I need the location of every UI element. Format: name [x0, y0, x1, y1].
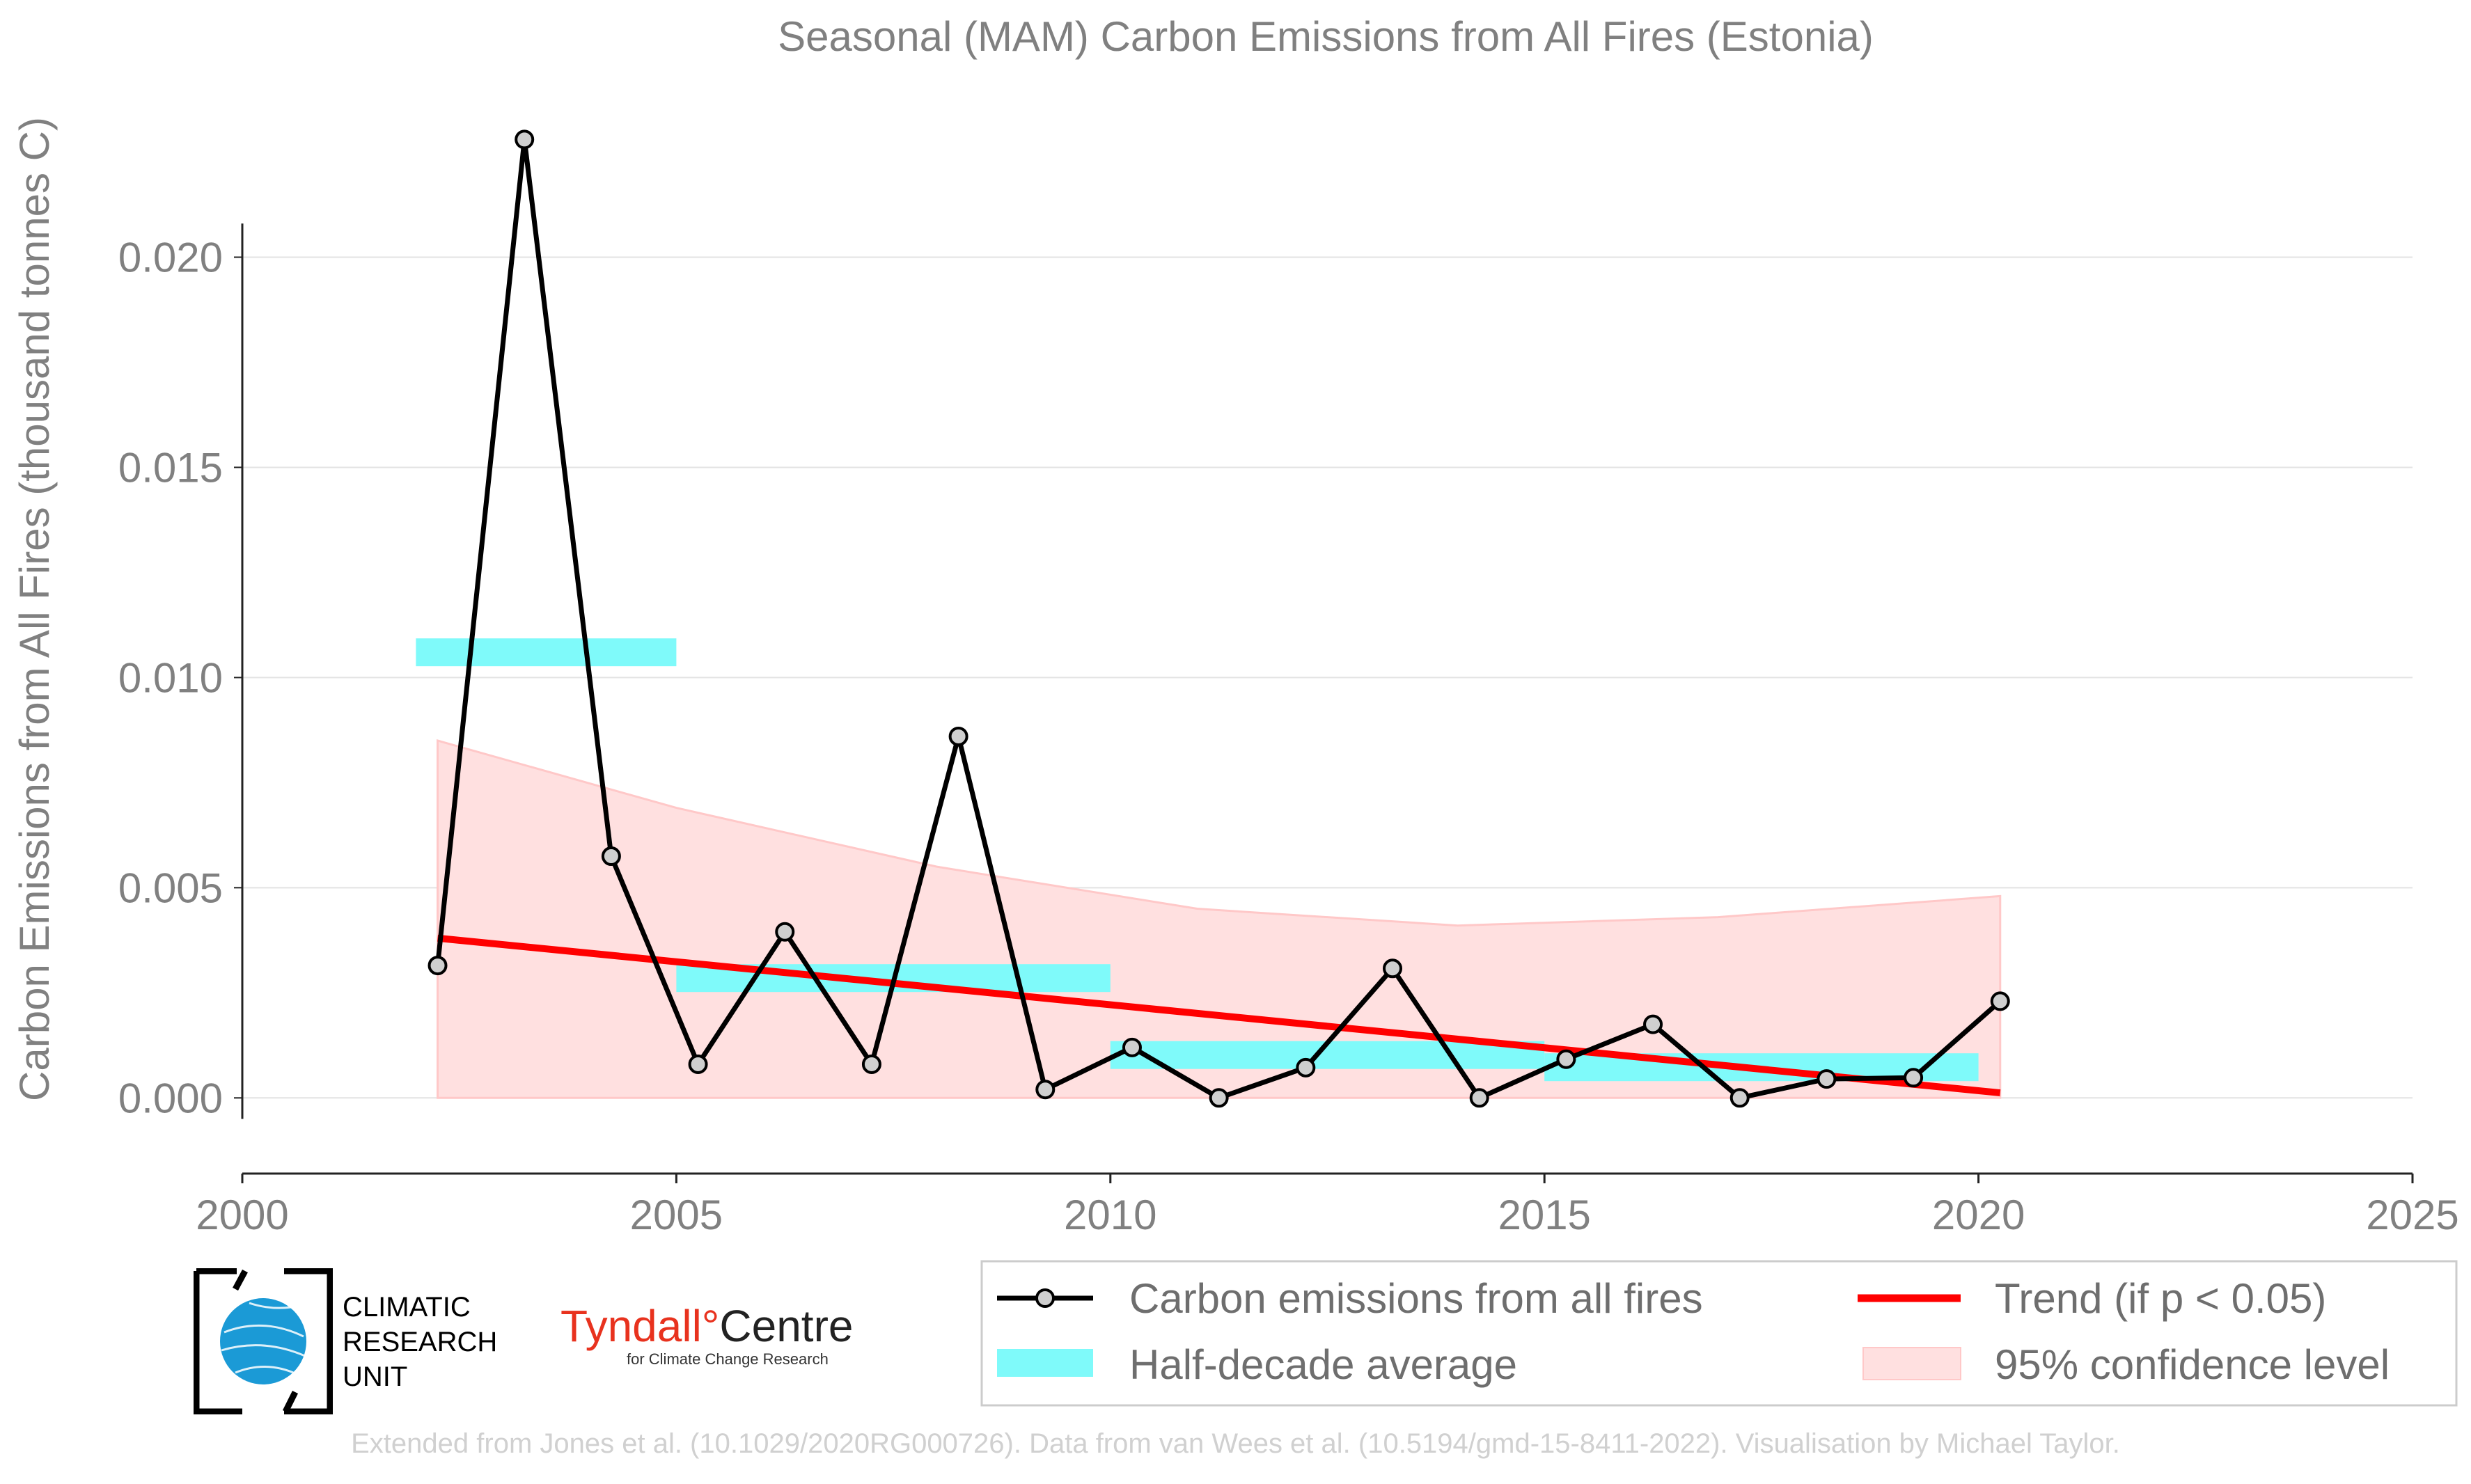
- tyndall-word: Tyndall: [560, 1301, 702, 1351]
- cru-logo-text: CLIMATIC RESEARCH UNIT: [343, 1290, 497, 1394]
- tyndall-logo: Tyndall°Centre for Climate Change Resear…: [560, 1302, 853, 1368]
- y-tick-label: 0.000: [118, 1075, 223, 1121]
- legend-confidence-swatch: [1862, 1347, 1961, 1380]
- emissions-point: [688, 1054, 708, 1074]
- emissions-point: [1904, 1068, 1924, 1088]
- emissions-point: [601, 846, 621, 867]
- confidence-band-layer: [437, 739, 2002, 1099]
- chart-title: Seasonal (MAM) Carbon Emissions from All…: [778, 13, 1874, 60]
- confidence-band: [437, 739, 2002, 1099]
- half-decade-bar: [416, 638, 677, 667]
- emissions-point: [1035, 1080, 1056, 1100]
- emissions-point: [515, 129, 535, 150]
- y-axis-label: Carbon Emissions from All Fires (thousan…: [11, 117, 58, 1101]
- cru-logo: [193, 1268, 521, 1415]
- tyndall-centre-word: Centre: [719, 1301, 854, 1351]
- y-tick-label: 0.005: [118, 865, 223, 911]
- trend-line: [437, 934, 2001, 1097]
- emissions-point: [1469, 1088, 1489, 1108]
- cru-emblem-icon: [193, 1268, 334, 1415]
- emissions-line-layer: [427, 129, 2010, 1108]
- legend-label-emissions: Carbon emissions from all fires: [1129, 1275, 1703, 1322]
- cru-line-1: CLIMATIC: [343, 1292, 471, 1323]
- emissions-point: [861, 1054, 881, 1074]
- emissions-point: [1729, 1088, 1750, 1108]
- legend-label-confidence: 95% confidence level: [1995, 1341, 2390, 1388]
- emissions-point: [1990, 991, 2010, 1011]
- emissions-point: [1556, 1049, 1576, 1069]
- cru-line-3: UNIT: [343, 1361, 408, 1392]
- legend-label-trend: Trend (if p < 0.05): [1995, 1275, 2326, 1322]
- emissions-point: [1643, 1014, 1663, 1034]
- emissions-point: [948, 726, 968, 746]
- emissions-point: [775, 922, 795, 942]
- tyndall-subtitle: for Climate Change Research: [627, 1350, 829, 1368]
- y-tick-label: 0.015: [118, 444, 223, 491]
- y-tick-label: 0.010: [118, 654, 223, 701]
- x-tick-label: 2000: [196, 1192, 288, 1238]
- x-tick-label: 2015: [1498, 1192, 1590, 1238]
- legend-average-swatch: [997, 1349, 1093, 1377]
- emissions-point: [1383, 958, 1403, 979]
- trend-layer: [437, 934, 2001, 1097]
- cru-line-2: RESEARCH: [343, 1327, 498, 1357]
- legend-emissions-marker: [1035, 1288, 1055, 1308]
- x-tick-label: 2020: [1932, 1192, 2025, 1238]
- x-tick-label: 2025: [2366, 1192, 2458, 1238]
- emissions-point: [427, 956, 448, 976]
- tyndall-degree: °: [701, 1301, 720, 1351]
- legend-label-average: Half-decade average: [1129, 1341, 1517, 1388]
- y-tick-label: 0.020: [118, 234, 223, 281]
- emissions-point: [1817, 1069, 1837, 1089]
- tyndall-title: Tyndall°Centre: [560, 1302, 853, 1350]
- emissions-point: [1296, 1057, 1316, 1078]
- axes: 0.000 0.005 0.010 0.015 0.020 2000 2005 2010 201…: [118, 223, 2459, 1238]
- x-tick-label: 2010: [1064, 1192, 1156, 1238]
- legend: Carbon emissions from all fires Trend (i…: [980, 1260, 2458, 1407]
- emissions-point: [1122, 1037, 1142, 1057]
- x-tick-label: 2005: [630, 1192, 723, 1238]
- footer-credit: Extended from Jones et al. (10.1029/2020…: [351, 1428, 2120, 1459]
- legend-frame: [980, 1260, 2458, 1407]
- emissions-point: [1209, 1088, 1229, 1108]
